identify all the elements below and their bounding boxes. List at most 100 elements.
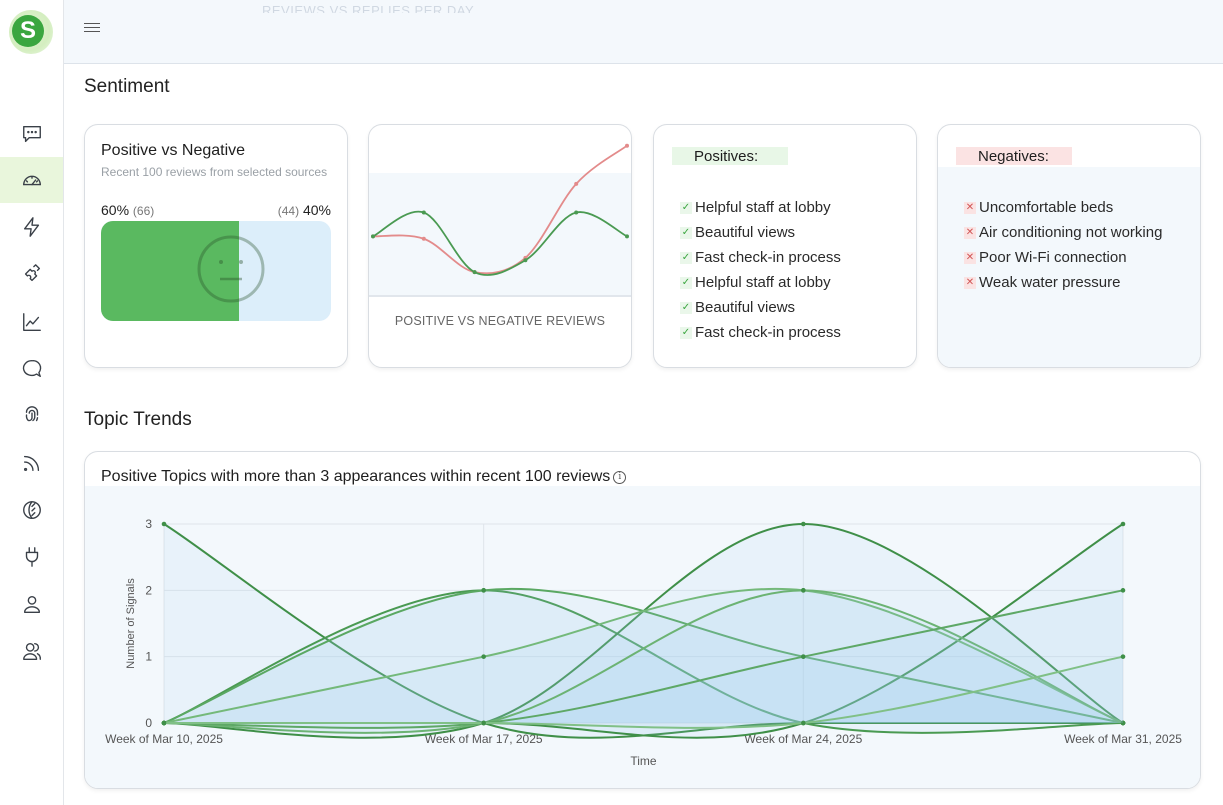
data-point xyxy=(421,236,426,241)
check-icon: ✓ xyxy=(680,301,692,314)
positives-list: ✓ Helpful staff at lobby ✓ Beautiful views ✓… xyxy=(680,195,841,345)
nav-integrations[interactable] xyxy=(0,251,63,297)
nav-identity[interactable] xyxy=(0,392,63,438)
negatives-card: Negatives: ✕ Uncomfortable beds ✕ Air condi… xyxy=(937,124,1201,368)
negative-count: (44) xyxy=(277,204,300,218)
positive-share-fill xyxy=(101,221,239,321)
series-line xyxy=(372,144,628,275)
top-bar: REVIEWS VS REPLIES PER DAY xyxy=(64,0,1223,64)
positives-label: Positives: xyxy=(672,147,788,165)
data-point xyxy=(801,588,806,593)
series-area xyxy=(164,656,1123,728)
sentiment-heading: Sentiment xyxy=(84,76,170,97)
data-point xyxy=(1120,654,1126,659)
positives-card: Positives: ✓ Helpful staff at lobby ✓ Beaut… xyxy=(653,124,917,368)
negatives-item-text: Poor Wi-Fi connection xyxy=(979,249,1127,266)
nav-feeds[interactable] xyxy=(0,440,63,486)
users-icon xyxy=(22,642,41,660)
data-point xyxy=(371,234,375,239)
x-axis-label: Time xyxy=(630,754,657,768)
nav-automations[interactable] xyxy=(0,204,63,250)
nav-sources[interactable] xyxy=(0,487,63,533)
series-area xyxy=(164,524,1123,738)
ghost-chart-title: REVIEWS VS REPLIES PER DAY xyxy=(262,3,475,13)
positive-percent: 60% (66) xyxy=(101,202,154,218)
logo-letter: S xyxy=(12,15,44,47)
negatives-item: ✕ Uncomfortable beds xyxy=(964,195,1162,220)
data-point xyxy=(625,143,629,148)
data-point xyxy=(801,654,806,659)
chart-line-icon xyxy=(22,313,41,331)
dashboard-gauge-icon xyxy=(22,175,41,186)
fingerprint-icon xyxy=(25,406,38,422)
positives-item-text: Helpful staff at lobby xyxy=(695,199,831,216)
series-area xyxy=(164,590,1123,733)
user-icon xyxy=(23,595,40,613)
chart-caption: POSITIVE VS NEGATIVE REVIEWS xyxy=(394,314,606,328)
nav-analytics[interactable] xyxy=(0,299,63,345)
card-title: Positive vs Negative xyxy=(101,142,246,159)
series-line xyxy=(372,210,628,276)
positive-vs-negative-reviews-chart-card: POSITIVE VS NEGATIVE REVIEWS xyxy=(368,124,632,368)
check-icon: ✓ xyxy=(680,251,692,264)
data-point xyxy=(625,234,629,239)
negatives-item: ✕ Poor Wi-Fi connection xyxy=(964,245,1162,270)
positives-item: ✓ Beautiful views xyxy=(680,295,841,320)
rss-icon xyxy=(23,455,39,472)
negatives-item-text: Air conditioning not working xyxy=(979,224,1163,241)
series-line xyxy=(163,587,1124,724)
positive-vs-negative-card: Positive vs Negative Recent 100 reviews … xyxy=(84,124,348,368)
hamburger-menu-icon[interactable] xyxy=(84,20,100,36)
positives-item: ✓ Fast check-in process xyxy=(680,320,841,345)
check-icon: ✓ xyxy=(680,226,692,239)
nav-chat[interactable] xyxy=(0,111,63,157)
info-icon[interactable]: i xyxy=(613,471,627,484)
nav-team[interactable] xyxy=(0,628,63,674)
series-area xyxy=(164,588,1123,723)
data-point xyxy=(161,521,167,527)
data-point xyxy=(481,654,486,659)
y-tick-label: 1 xyxy=(145,650,152,664)
negatives-list: ✕ Uncomfortable beds ✕ Air conditioning not… xyxy=(964,195,1162,295)
topic-trends-title-text: Positive Topics with more than 3 appeara… xyxy=(101,468,611,485)
series-area xyxy=(164,524,1123,738)
data-point xyxy=(1120,720,1126,726)
x-tick-label: Week of Mar 31, 2025 xyxy=(1064,732,1182,746)
series-area xyxy=(164,524,1123,738)
nav-dashboard[interactable] xyxy=(0,157,63,203)
nav-connectors[interactable] xyxy=(0,534,63,580)
positives-item: ✓ Beautiful views xyxy=(680,220,841,245)
check-icon: ✓ xyxy=(680,276,692,289)
y-tick-label: 0 xyxy=(145,716,152,730)
y-axis-label: Number of Signals xyxy=(125,578,137,669)
app-logo[interactable]: S xyxy=(9,10,53,54)
positives-item: ✓ Fast check-in process xyxy=(680,245,841,270)
neutral-face-icon xyxy=(197,235,265,303)
positives-item-text: Beautiful views xyxy=(695,224,796,241)
topic-trends-chart: 0 1 2 3 Week of Mar 10, 2025 Week of Mar 17, … xyxy=(105,517,1182,768)
check-icon: ✓ xyxy=(680,326,692,339)
positives-item-text: Fast check-in process xyxy=(695,249,841,266)
x-tick-label: Week of Mar 17, 2025 xyxy=(425,732,543,746)
positives-item: ✓ Helpful staff at lobby xyxy=(680,195,841,220)
positives-item: ✓ Helpful staff at lobby xyxy=(680,270,841,295)
chart-tint xyxy=(369,173,631,297)
data-point xyxy=(472,270,477,275)
positive-count: (66) xyxy=(132,204,155,218)
series-line xyxy=(163,589,1124,734)
chat-icon xyxy=(22,125,41,143)
data-point xyxy=(801,521,806,527)
data-point xyxy=(574,181,579,186)
sidebar: S xyxy=(0,0,64,805)
series-area xyxy=(164,590,1123,733)
data-point xyxy=(1120,588,1126,593)
series-line xyxy=(163,589,1124,734)
nav-conversations[interactable] xyxy=(0,346,63,392)
series-line xyxy=(163,522,1124,739)
speech-bubble-icon xyxy=(22,360,41,378)
x-icon: ✕ xyxy=(964,226,976,239)
data-point xyxy=(161,720,167,726)
globe-icon xyxy=(22,501,41,519)
series-area xyxy=(164,590,1123,728)
nav-profile[interactable] xyxy=(0,581,63,627)
